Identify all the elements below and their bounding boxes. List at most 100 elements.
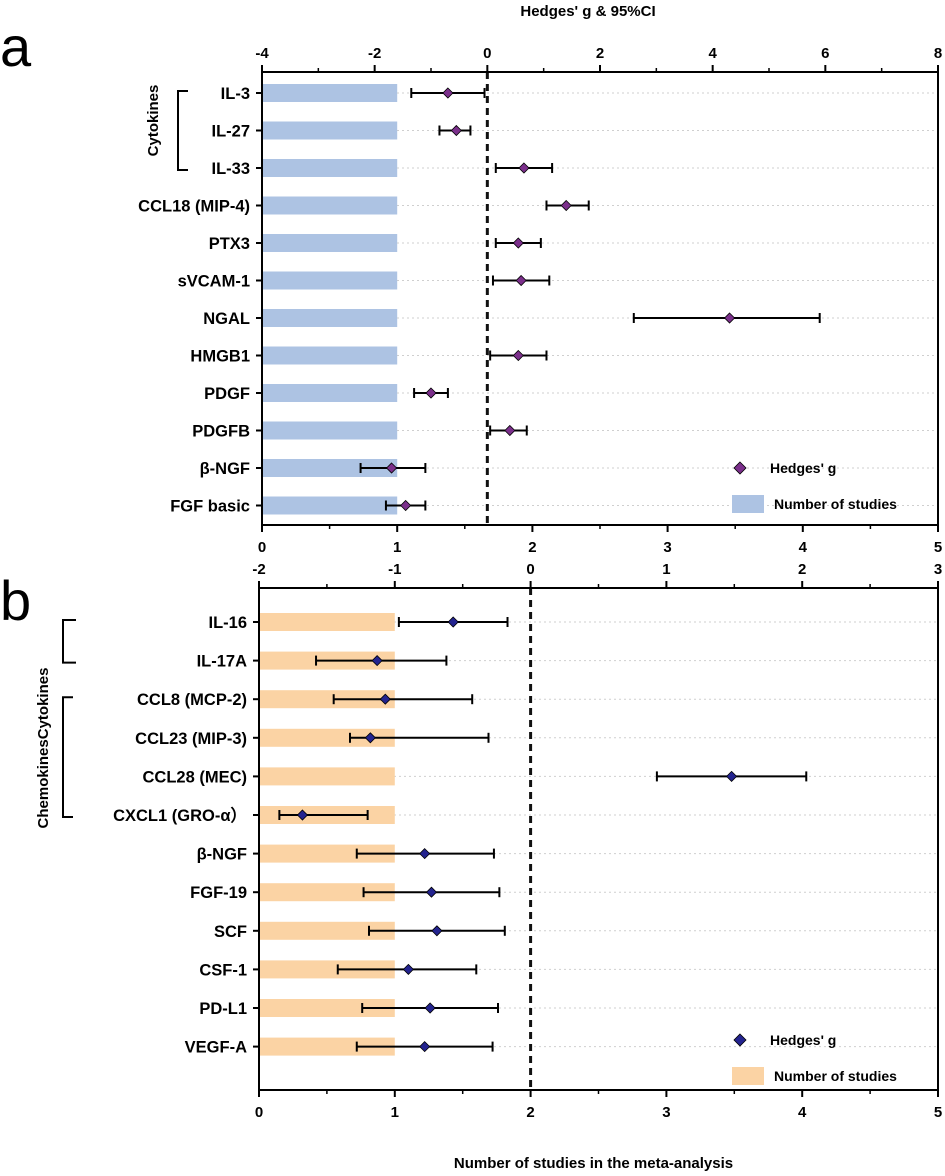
top-axis-title: Hedges' g & 95%CI bbox=[520, 3, 655, 20]
category-label: CCL28 (MEC) bbox=[142, 768, 247, 786]
bottom-tick-label: 0 bbox=[255, 1104, 263, 1121]
bar bbox=[262, 121, 398, 140]
category-label: β-NGF bbox=[200, 460, 250, 478]
group-label: Cytokines bbox=[145, 85, 162, 157]
category-label: IL-3 bbox=[221, 85, 250, 103]
bar bbox=[259, 921, 395, 940]
category-label: IL-17A bbox=[197, 653, 248, 671]
hedges-g-point bbox=[431, 925, 443, 937]
legend-point-marker bbox=[733, 461, 747, 475]
bar bbox=[262, 234, 398, 252]
hedges-g-point bbox=[400, 499, 412, 512]
bar bbox=[262, 459, 398, 477]
hedges-g-point bbox=[386, 462, 398, 474]
hedges-g-point bbox=[442, 87, 454, 99]
legend-label: Number of studies bbox=[774, 1068, 897, 1084]
top-tick-label: 3 bbox=[934, 561, 942, 578]
hedges-g-point bbox=[364, 732, 376, 744]
bar bbox=[259, 690, 395, 709]
category-label: IL-16 bbox=[208, 614, 247, 632]
bar bbox=[262, 496, 398, 515]
group-bracket bbox=[177, 90, 188, 171]
category-label: PDGF bbox=[204, 385, 250, 403]
hedges-g-point bbox=[447, 616, 459, 628]
category-label: PDGFB bbox=[192, 423, 250, 441]
top-tick-label: -2 bbox=[252, 561, 265, 578]
category-label: CSF-1 bbox=[199, 961, 247, 979]
hedges-g-point bbox=[425, 387, 437, 399]
category-label: NGAL bbox=[203, 310, 250, 328]
hedges-g-point bbox=[504, 424, 516, 437]
bar bbox=[262, 421, 398, 440]
bar bbox=[259, 767, 395, 786]
top-tick-label: -1 bbox=[388, 561, 401, 578]
bottom-tick-label: 0 bbox=[258, 539, 266, 556]
group-label: Chemokines bbox=[35, 739, 52, 828]
panel-a: a -4 -2 0 2 4 6 8 0 1 2 3 4 5 Hedges' g & 95%CI IL-3 IL-… bbox=[0, 3, 942, 556]
bar bbox=[262, 346, 398, 365]
hedges-g-point bbox=[512, 349, 524, 362]
legend-bar-swatch bbox=[732, 1067, 764, 1085]
group-label: Cytokines bbox=[35, 668, 52, 740]
category-label: β-NGF bbox=[197, 846, 247, 864]
bottom-tick-label: 5 bbox=[934, 539, 942, 556]
legend-point-marker bbox=[733, 1033, 747, 1047]
hedges-g-point bbox=[560, 199, 572, 212]
category-label: VEGF-A bbox=[185, 1039, 247, 1057]
hedges-g-point bbox=[419, 1041, 431, 1053]
category-label: HMGB1 bbox=[190, 348, 250, 366]
bottom-tick-label: 1 bbox=[393, 539, 401, 556]
bottom-tick-label: 1 bbox=[391, 1104, 399, 1121]
hedges-g-point bbox=[515, 274, 527, 287]
bar bbox=[259, 613, 395, 631]
top-tick-label: 0 bbox=[483, 45, 491, 62]
hedges-g-point bbox=[724, 312, 736, 324]
bar bbox=[262, 309, 398, 327]
bottom-tick-label: 4 bbox=[799, 539, 808, 556]
bar bbox=[262, 384, 398, 402]
category-label: SCF bbox=[214, 923, 247, 941]
bar bbox=[259, 883, 395, 902]
bar bbox=[262, 196, 398, 215]
hedges-g-point bbox=[512, 237, 524, 249]
top-tick-label: 8 bbox=[934, 45, 942, 62]
panel-b: b -2 -1 0 1 2 3 0 1 2 3 4 5 Number of studies in the … bbox=[0, 561, 942, 1172]
group-bracket bbox=[62, 619, 76, 664]
top-tick-label: 0 bbox=[526, 561, 534, 578]
hedges-g-point bbox=[402, 963, 414, 975]
category-label: FGF basic bbox=[170, 498, 250, 516]
category-label: CCL23 (MIP-3) bbox=[135, 730, 247, 748]
panel-letter: a bbox=[0, 15, 32, 78]
legend-label: Hedges' g bbox=[770, 1032, 836, 1048]
hedges-g-point bbox=[726, 770, 738, 782]
top-tick-label: 4 bbox=[708, 45, 717, 62]
bottom-tick-label: 4 bbox=[798, 1104, 807, 1121]
bar bbox=[262, 159, 398, 177]
category-label: sVCAM-1 bbox=[178, 273, 250, 291]
panel-letter: b bbox=[0, 569, 31, 632]
bottom-tick-label: 3 bbox=[662, 1104, 670, 1121]
legend-bar-swatch bbox=[732, 495, 764, 513]
hedges-g-point bbox=[518, 162, 530, 174]
bar bbox=[262, 84, 398, 102]
bottom-axis-title: Number of studies in the meta-analysis bbox=[454, 1155, 733, 1172]
hedges-g-point bbox=[296, 809, 309, 821]
top-tick-label: -2 bbox=[368, 45, 381, 62]
legend-label: Number of studies bbox=[774, 496, 897, 512]
bar bbox=[259, 960, 395, 979]
legend-label: Hedges' g bbox=[770, 460, 836, 476]
bar bbox=[259, 844, 395, 863]
top-tick-label: 6 bbox=[821, 45, 829, 62]
category-label: CXCL1 (GRO-α） bbox=[113, 805, 247, 825]
category-label: IL-33 bbox=[211, 160, 250, 178]
hedges-g-point bbox=[371, 655, 383, 667]
hedges-g-point bbox=[450, 124, 462, 137]
category-label: CCL8 (MCP-2) bbox=[137, 691, 247, 709]
bottom-tick-label: 2 bbox=[526, 1104, 534, 1121]
hedges-g-point bbox=[425, 886, 438, 898]
top-tick-label: -4 bbox=[255, 45, 269, 62]
bottom-tick-label: 5 bbox=[934, 1104, 942, 1121]
hedges-g-point bbox=[419, 848, 431, 860]
category-label: PTX3 bbox=[209, 235, 250, 253]
